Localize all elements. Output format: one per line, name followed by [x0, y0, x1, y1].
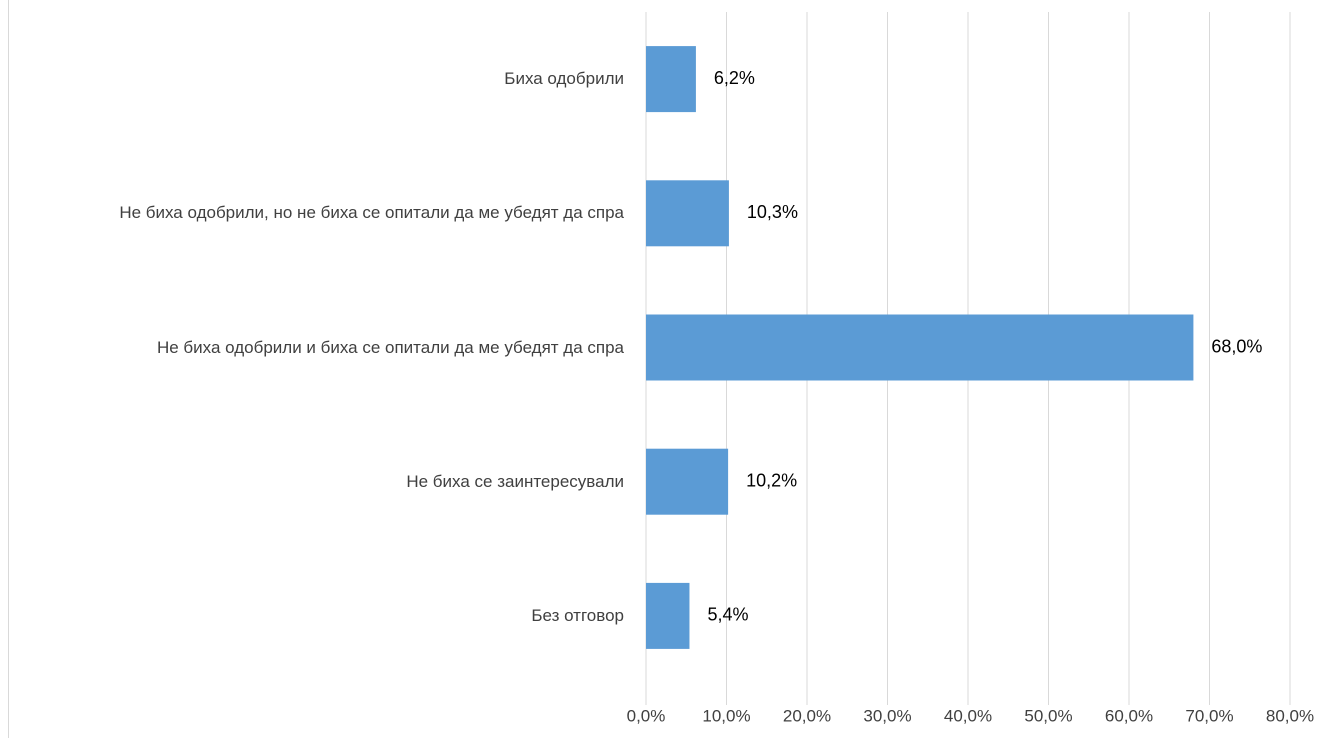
x-tick-label: 20,0%	[783, 706, 831, 725]
x-tick-label: 60,0%	[1105, 706, 1153, 725]
x-tick-label: 50,0%	[1024, 706, 1072, 725]
x-tick-label: 30,0%	[863, 706, 911, 725]
bar	[646, 314, 1194, 381]
bar	[646, 46, 696, 113]
category-label: Биха одобрили	[504, 69, 624, 89]
value-label: 10,2%	[746, 470, 797, 490]
x-tick-label: 10,0%	[702, 706, 750, 725]
category-label: Не биха одобрили, но не биха се опитали …	[119, 203, 624, 223]
bar	[646, 448, 729, 515]
category-label: Не биха одобрили и биха се опитали да ме…	[156, 337, 624, 357]
bar	[646, 582, 690, 649]
value-label: 5,4%	[707, 605, 748, 625]
x-tick-label: 80,0%	[1266, 706, 1314, 725]
value-label: 10,3%	[747, 202, 798, 222]
x-tick-label: 40,0%	[944, 706, 992, 725]
bar	[646, 180, 729, 247]
value-label: 68,0%	[1211, 336, 1262, 356]
x-tick-label: 0,0%	[627, 706, 666, 725]
value-label: 6,2%	[714, 68, 755, 88]
category-label: Без отговор	[531, 605, 624, 625]
x-tick-label: 70,0%	[1185, 706, 1233, 725]
category-label: Не биха се заинтересували	[406, 471, 624, 491]
